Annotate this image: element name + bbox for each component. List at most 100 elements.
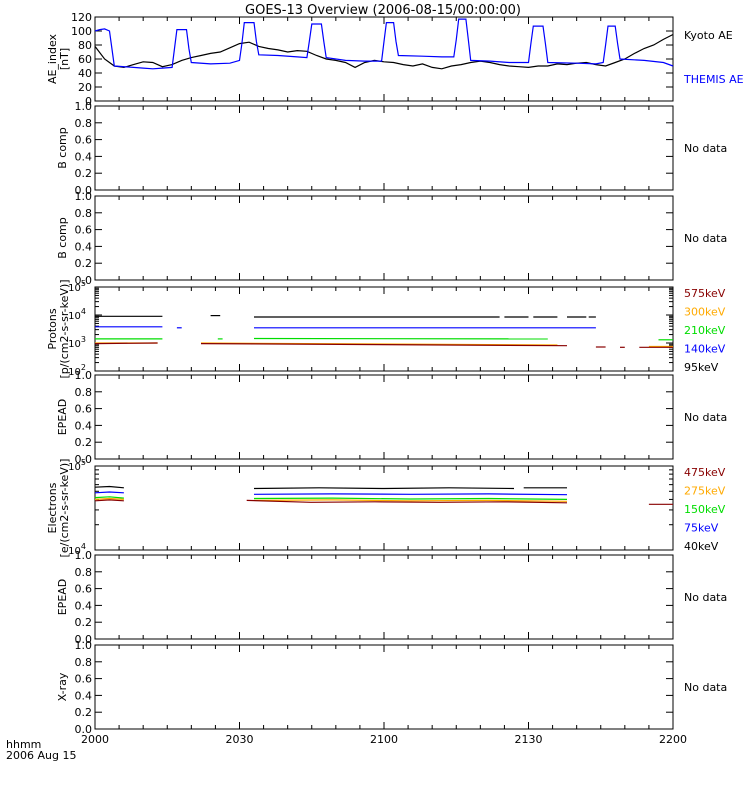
y-tick-label: 0.2 xyxy=(75,436,93,449)
legend-entry: THEMIS AE xyxy=(683,73,744,86)
legend-entry: 75keV xyxy=(684,522,719,535)
x-tick-label: 2100 xyxy=(370,733,398,746)
y-tick-label: 1.0 xyxy=(75,100,93,113)
no-data-status: No data xyxy=(684,411,727,424)
panel-frame xyxy=(94,105,674,191)
series-line-475kev xyxy=(94,499,124,502)
y-axis-title: AE_index xyxy=(46,33,59,84)
no-data-status: No data xyxy=(684,232,727,245)
y-tick-label: 0.0 xyxy=(75,274,93,287)
y-tick-label: 0.4 xyxy=(75,689,93,702)
panel-frame xyxy=(94,195,674,281)
y-tick-label: 20 xyxy=(78,81,92,94)
y-tick-label: 1.0 xyxy=(75,190,93,203)
y-tick-label: 0.8 xyxy=(75,566,93,579)
plot-title: GOES-13 Overview (2006-08-15/00:00:00) xyxy=(245,3,521,18)
y-tick-label: 103 xyxy=(68,335,86,350)
legend-entry: 40keV xyxy=(684,540,719,553)
no-data-status: No data xyxy=(684,591,727,604)
series-line-40kev xyxy=(94,485,124,489)
y-tick-label: 100 xyxy=(71,25,92,38)
x-tick-label: 2130 xyxy=(515,733,543,746)
y-axis-title: Electrons xyxy=(46,482,59,533)
legend-entry: 575keV xyxy=(684,287,726,300)
y-axis-title: EPEAD xyxy=(56,399,69,436)
legend-entry: Kyoto AE xyxy=(684,29,733,42)
y-tick-label: 0.6 xyxy=(75,224,93,237)
y-tick-label: 0 xyxy=(85,95,92,108)
y-tick-label: 1.0 xyxy=(75,369,93,382)
legend-entry: 475keV xyxy=(684,466,726,479)
panel-epead2: 0.0 0.2 0.4 0.6 0.8 1.0 EPEAD No data xyxy=(56,549,727,646)
y-tick-label: 0.8 xyxy=(75,656,93,669)
y-axis-title: Protons xyxy=(46,308,59,349)
y-tick-label: 0.8 xyxy=(75,207,93,220)
y-tick-label: 0.4 xyxy=(75,240,93,253)
y-axis-title: [e/(cm2-s-sr-keV)] xyxy=(58,459,71,558)
y-tick-label: 1.0 xyxy=(75,549,93,562)
series-line-275kev xyxy=(94,497,124,500)
y-tick-label: 0.6 xyxy=(75,583,93,596)
y-tick-label: 0.8 xyxy=(75,386,93,399)
y-tick-label: 102 xyxy=(68,363,86,378)
series-line-275kev xyxy=(253,499,568,502)
series-line-75kev xyxy=(94,491,124,494)
panel-frame xyxy=(94,286,674,372)
y-tick-label: 104 xyxy=(68,542,86,557)
legend-entry: 95keV xyxy=(684,361,719,374)
series-line-475kev xyxy=(246,499,568,504)
y-tick-label: 40 xyxy=(78,67,92,80)
no-data-status: No data xyxy=(684,681,727,694)
y-tick-label: 0.2 xyxy=(75,167,93,180)
panel-frame xyxy=(94,554,674,640)
x-tick-label: 2030 xyxy=(226,733,254,746)
time-axis-label-hhmm: hhmm xyxy=(6,738,41,751)
time-axis-label-date: 2006 Aug 15 xyxy=(6,749,76,762)
y-tick-label: 0.0 xyxy=(75,184,93,197)
y-tick-label: 0.6 xyxy=(75,673,93,686)
panel-bcomp2: 0.0 0.2 0.4 0.6 0.8 1.0 B comp No data xyxy=(56,190,727,287)
y-axis-title: EPEAD xyxy=(56,579,69,616)
series-line-75kev xyxy=(253,493,568,496)
y-tick-label: 0.2 xyxy=(75,706,93,719)
y-tick-label: 104 xyxy=(68,307,86,322)
y-axis-title: B comp xyxy=(56,127,69,169)
series-line-150kev xyxy=(253,497,568,500)
series-line-300kev xyxy=(200,342,558,346)
y-tick-label: 0.0 xyxy=(75,633,93,646)
legend-entry: 140keV xyxy=(684,343,726,356)
panel-protons: 102 103 104 105 Protons [p/(cm2-s-sr-keV)] 575… xyxy=(46,279,726,379)
y-tick-label: 105 xyxy=(68,279,86,294)
series-line-40kev xyxy=(253,487,515,490)
legend-entry: 275keV xyxy=(684,485,726,498)
series-line-themis-ae xyxy=(94,18,674,70)
series-line-575kev xyxy=(200,343,568,347)
y-axis-title: B comp xyxy=(56,217,69,259)
y-tick-label: 0.2 xyxy=(75,616,93,629)
panel-epead1: 0.0 0.2 0.4 0.6 0.8 1.0 EPEAD No data xyxy=(56,369,727,466)
y-tick-label: 0.8 xyxy=(75,117,93,130)
legend-entry: 210keV xyxy=(684,324,726,337)
y-tick-label: 0.0 xyxy=(75,723,93,736)
panel-electrons: 104 105 Electrons [e/(cm2-s-sr-keV)] 475keV 2… xyxy=(46,458,726,557)
y-axis-title: [nT] xyxy=(58,48,71,70)
legend-entry: 300keV xyxy=(684,306,726,319)
y-tick-label: 0.2 xyxy=(75,257,93,270)
panel-frame xyxy=(94,465,674,551)
y-tick-label: 0.4 xyxy=(75,150,93,163)
series-line-150kev xyxy=(94,496,124,499)
x-tick-label: 2200 xyxy=(659,733,687,746)
y-tick-label: 105 xyxy=(68,458,86,473)
y-tick-label: 60 xyxy=(78,53,92,66)
legend-entry: 150keV xyxy=(684,503,726,516)
y-axis-title: [p/(cm2-s-sr-keV)] xyxy=(58,279,71,378)
y-tick-label: 0.6 xyxy=(75,403,93,416)
series-line-575kev xyxy=(94,342,158,345)
y-tick-label: 0.4 xyxy=(75,599,93,612)
y-tick-label: 120 xyxy=(71,11,92,24)
panel-frame xyxy=(94,644,674,730)
y-tick-label: 0.6 xyxy=(75,134,93,147)
panel-frame xyxy=(94,374,674,460)
